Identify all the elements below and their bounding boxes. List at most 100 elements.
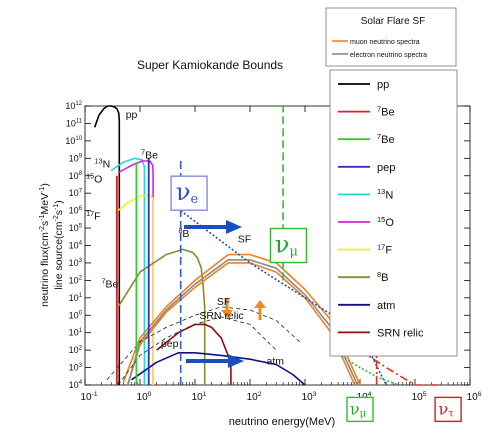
x-tick-label-base: 10: [302, 392, 314, 403]
y-tick-label-base: 10: [69, 293, 79, 303]
y-label-part: neutrino flux(cm: [39, 232, 51, 307]
y-tick-label-exp: 6: [79, 206, 83, 212]
y-axis-label: neutrino flux(cm-2s-1MeV-1): [39, 183, 51, 307]
legend-entry-sup: 7: [377, 104, 381, 113]
legend-entry-sup: 15: [377, 215, 385, 224]
y-tick-label: 1010: [65, 136, 82, 146]
y-tick-label-exp: 2: [79, 345, 82, 351]
series-electron-neutrino-spectra: [127, 259, 359, 386]
legend-entry: 7Be: [377, 132, 395, 146]
series-17f: [114, 194, 154, 385]
7be-label-low-sup: 7: [102, 277, 106, 285]
x-tick-label: 106: [467, 391, 482, 403]
7be-label-top-sup: 7: [141, 148, 145, 156]
y-tick-label-base: 10: [69, 310, 79, 320]
nu-e-arrow-top-head: [226, 220, 242, 234]
legend-entry-base: F: [385, 245, 392, 257]
y-label-sup: -1: [39, 214, 46, 220]
legend-entry: pep: [377, 162, 395, 174]
y-tick-label-base: 10: [65, 136, 75, 146]
solar-flare-legend: Solar Flare SF muon neutrino spectra elec…: [325, 7, 457, 67]
17f-label-base: F: [94, 211, 100, 223]
17f-label-sup: 17: [86, 210, 94, 218]
x-tick-label: 10-1: [81, 391, 98, 403]
y-tick-labels: 1041031021011001011021031041051061071081…: [65, 101, 82, 390]
x-tick-label-exp: 6: [478, 391, 482, 398]
legend-entry: pp: [377, 79, 389, 91]
sf-arrow-down-head: [221, 310, 233, 318]
pep-label: pep: [161, 338, 179, 350]
legend-entry: 13N: [377, 187, 393, 201]
y-tick-label-base: 10: [69, 258, 79, 268]
legend-entry-sup: 8: [377, 270, 381, 279]
y-tick-label-exp: 4: [79, 241, 83, 247]
15o-label-base: O: [94, 174, 102, 186]
x-tick-label-exp: 1: [203, 391, 207, 398]
7be-label-top-base: Be: [145, 149, 158, 161]
y-tick-label: 103: [69, 258, 83, 268]
y-tick-label-exp: 2: [79, 276, 82, 282]
x-tick-label-exp: 3: [313, 391, 317, 398]
solar-flare-legend-box: [325, 7, 457, 67]
series-sf-dashed-1: [106, 306, 300, 381]
y-tick-label: 104: [69, 380, 83, 390]
series-pp: [93, 105, 121, 385]
8b-label: 8B: [178, 227, 189, 240]
sf-arrow-up-head: [254, 300, 266, 308]
legend-entry-sup: 7: [377, 132, 381, 141]
x-tick-label-exp: 2: [258, 391, 262, 398]
y-tick-label: 106: [69, 206, 83, 216]
y-tick-label: 1011: [66, 118, 83, 128]
y-tick-label-exp: 1: [79, 328, 83, 334]
y-tick-label-base: 10: [69, 363, 79, 373]
legend-entry: 17F: [377, 242, 392, 256]
8b-label-sup: 8: [178, 227, 182, 235]
x-tick-label-base: 10: [467, 392, 479, 403]
legend-entry-sup: 17: [377, 242, 385, 251]
legend-entry: SRN relic: [377, 327, 424, 339]
x-tick-label-exp: 4: [368, 391, 372, 398]
y-tick-label-exp: 11: [76, 119, 83, 125]
solar-flare-legend-title: Solar Flare SF: [361, 16, 425, 27]
y-tick-label: 1012: [65, 101, 82, 111]
nu-mu-box-sub: μ: [290, 245, 298, 260]
nu-e-arrow-bottom-head: [228, 354, 244, 368]
y-tick-label-exp: 4: [79, 380, 83, 386]
x-tick-label-base: 10: [412, 392, 424, 403]
legend-entry: 15O: [377, 215, 394, 229]
y-tick-label: 104: [69, 241, 83, 251]
series-sf-dashed-2: [117, 316, 277, 386]
nu-tau-box: [434, 396, 462, 423]
atm-label: atm: [267, 355, 285, 367]
y-tick-label: 108: [69, 171, 83, 181]
y-tick-label: 102: [69, 275, 82, 285]
y-tick-label-base: 10: [69, 188, 79, 198]
y-tick-label-exp: 12: [75, 101, 82, 107]
y-label2-sup: -1: [53, 204, 60, 210]
legend-entry-base: Be: [381, 107, 394, 119]
y-label2-part: ): [53, 200, 65, 204]
y-label-sup: -1: [39, 187, 46, 193]
series-8b: [117, 248, 206, 385]
y-label2-sup: -2: [53, 215, 60, 221]
x-tick-label: 101: [192, 391, 207, 403]
y-tick-label: 100: [69, 310, 83, 320]
legend-box: [329, 69, 458, 357]
x-tick-label-base: 10: [81, 392, 93, 403]
x-tick-label-base: 10: [192, 392, 204, 403]
x-tick-label-base: 10: [247, 392, 259, 403]
y-tick-label-base: 10: [69, 153, 79, 163]
x-tick-label-exp: -1: [92, 391, 98, 398]
y-tick-label-base: 10: [69, 241, 79, 251]
y-tick-label-base: 10: [69, 345, 79, 355]
flux-arrows: [184, 220, 266, 368]
y-tick-label-exp: 3: [79, 363, 83, 369]
15o-label: 15O: [86, 173, 102, 186]
legend-entry: 7Be: [377, 104, 395, 118]
y-tick-label-base: 10: [69, 171, 79, 181]
nu-mu-box-bottom: [346, 396, 374, 423]
